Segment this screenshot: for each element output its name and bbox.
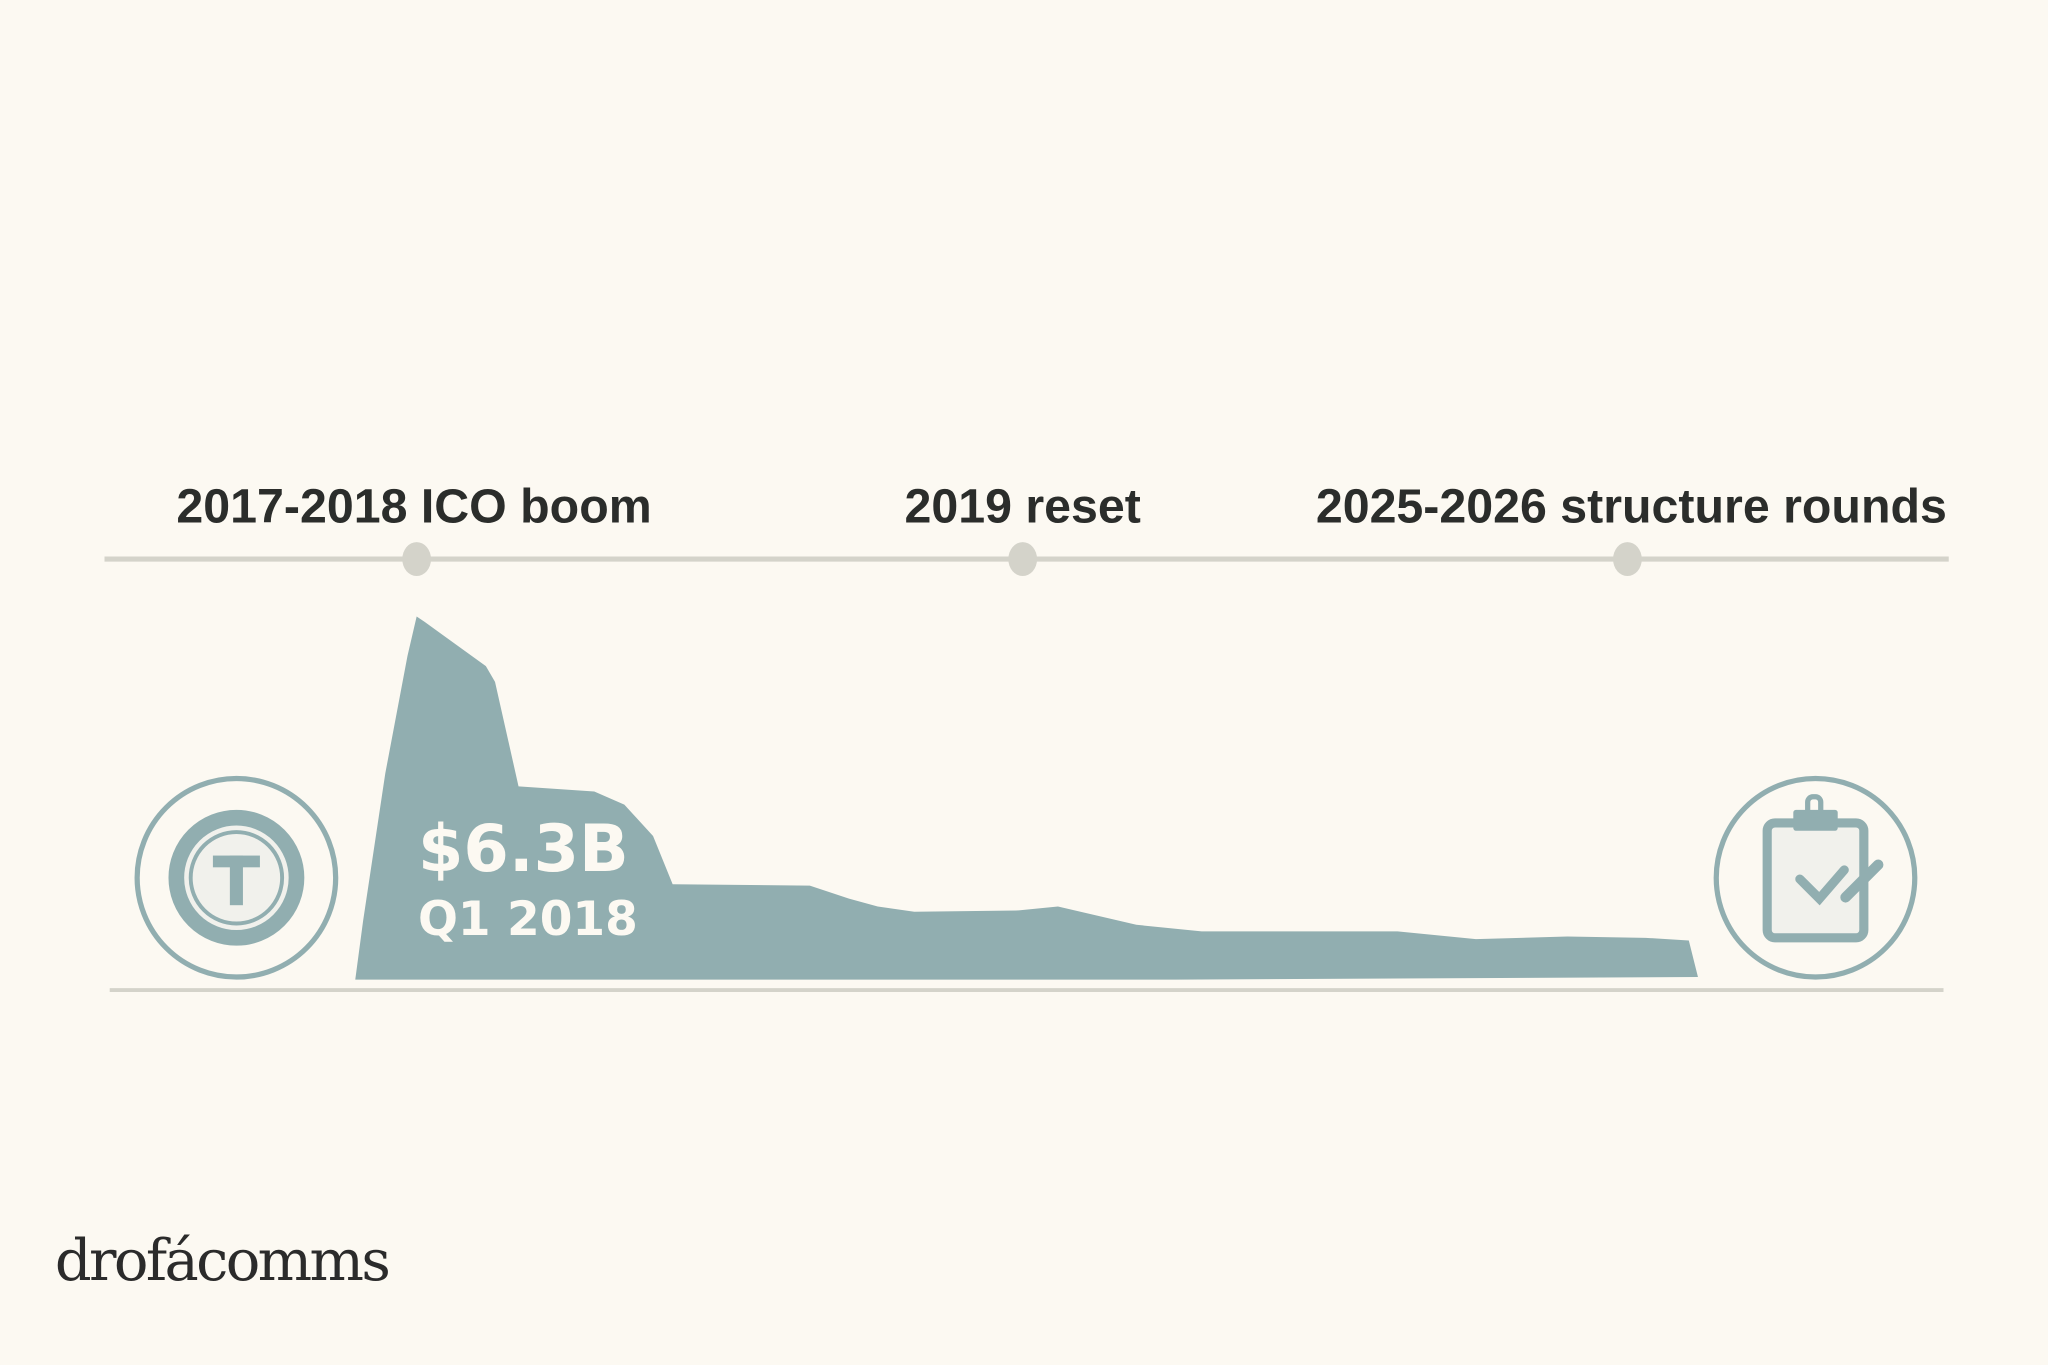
milestone-label-reset: 2019 reset [904,480,1140,534]
clipboard-check-icon [1713,775,1918,980]
logo: drofácomms [55,1227,389,1294]
timeline-dot [1008,542,1038,577]
funding-area-shape [355,616,1698,980]
milestone-label-structure-rounds: 2025-2026 structure rounds [1316,480,1947,534]
token-coin-icon [134,775,339,980]
milestone-label-ico-boom: 2017-2018 ICO boom [176,480,651,534]
peak-period: Q1 2018 [418,892,638,947]
peak-value: $6.3B [418,811,629,887]
timeline-dot [1613,542,1642,577]
timeline-dot [402,542,432,577]
